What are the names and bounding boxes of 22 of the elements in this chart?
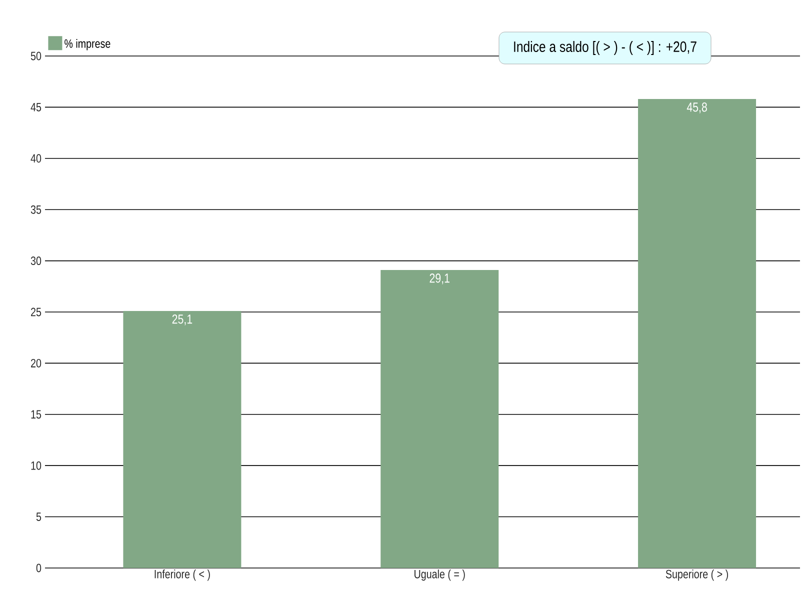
- y-tick-label: 0: [36, 564, 42, 572]
- text: 45,8: [686, 102, 707, 114]
- bar: [380, 270, 499, 568]
- text: 25,1: [172, 314, 192, 326]
- y-tick-label: 25: [31, 308, 42, 316]
- y-tick-label: 10: [31, 461, 42, 470]
- x-tick-label: Superiore ( > ): [666, 570, 728, 581]
- y-tick-label: 15: [31, 410, 42, 419]
- legend-label: % imprese: [64, 39, 110, 50]
- y-tick-label: 50: [30, 52, 42, 60]
- text: 29,1: [430, 274, 450, 284]
- y-tick-label: 30: [30, 256, 42, 266]
- bar: [123, 310, 242, 568]
- x-tick-label: Inferiore ( < ): [154, 570, 210, 581]
- y-tick-label: 45: [30, 103, 42, 112]
- y-tick-label: 35: [30, 205, 42, 214]
- x-tick-label: Uguale ( = ): [414, 570, 465, 581]
- y-tick-label: 20: [31, 358, 42, 368]
- y-tick-label: 5: [36, 512, 42, 521]
- text: Indice a saldo [( > ) - ( < )] : +20,7: [514, 41, 696, 55]
- y-tick-label: 40: [30, 154, 42, 163]
- bar: [638, 99, 756, 568]
